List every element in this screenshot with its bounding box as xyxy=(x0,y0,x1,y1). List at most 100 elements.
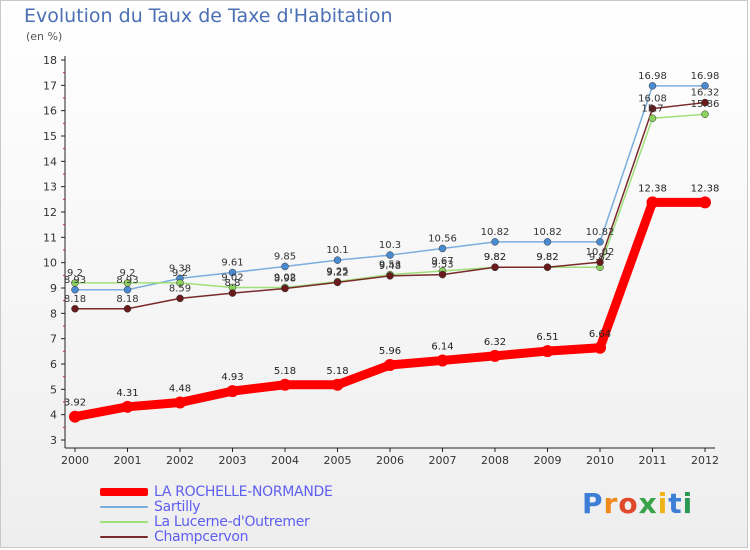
data-label: 15.7 xyxy=(641,103,663,114)
data-label: 12.38 xyxy=(638,183,667,194)
x-tick-label: 2000 xyxy=(61,454,89,467)
data-point xyxy=(279,378,291,391)
data-label: 8.93 xyxy=(116,275,138,286)
data-label: 9.48 xyxy=(379,261,401,272)
data-point xyxy=(176,279,184,287)
data-label: 10.56 xyxy=(428,233,457,244)
data-point xyxy=(701,98,709,107)
data-label: 8.8 xyxy=(225,278,241,289)
x-tick-label: 2003 xyxy=(219,454,247,467)
y-tick-label: 3 xyxy=(50,434,57,447)
legend-item: Sartilly xyxy=(100,499,333,515)
legend-label: Sartilly xyxy=(154,499,201,515)
y-tick-label: 18 xyxy=(43,54,57,67)
legend-swatch xyxy=(100,536,148,538)
data-point xyxy=(71,279,79,287)
data-point xyxy=(123,279,132,287)
chart-legend: LA ROCHELLE-NORMANDE Sartilly La Lucerne-d… xyxy=(100,484,333,545)
data-point xyxy=(176,294,184,303)
data-label: 9.61 xyxy=(221,258,243,269)
legend-swatch xyxy=(100,506,148,508)
legend-item: La Lucerne-d'Outremer xyxy=(100,514,333,530)
brand-logo: Proxiti xyxy=(582,487,693,520)
data-label: 5.96 xyxy=(379,346,401,357)
data-point xyxy=(121,400,134,413)
data-label: 16.08 xyxy=(638,94,667,105)
x-tick-label: 2008 xyxy=(481,454,509,467)
legend-label: La Lucerne-d'Outremer xyxy=(154,514,310,530)
data-point xyxy=(543,263,552,271)
chart-data-points xyxy=(69,82,711,423)
data-point xyxy=(491,238,499,246)
data-point xyxy=(438,270,447,279)
data-point xyxy=(331,378,344,391)
data-point xyxy=(69,410,81,423)
data-point xyxy=(699,196,711,209)
data-label: 16.98 xyxy=(691,71,720,82)
data-label: 9.82 xyxy=(536,252,558,263)
data-label: 4.48 xyxy=(169,384,191,395)
data-label: 8.18 xyxy=(64,294,86,305)
data-point xyxy=(174,396,186,409)
data-label: 16.98 xyxy=(638,71,667,82)
data-point xyxy=(491,263,499,271)
y-tick-label: 6 xyxy=(50,358,57,371)
chart-title: Evolution du Taux de Taxe d'Habitation xyxy=(24,5,393,27)
data-point xyxy=(648,104,657,113)
data-label: 4.31 xyxy=(116,388,138,399)
y-tick-label: 8 xyxy=(50,307,57,320)
y-tick-label: 7 xyxy=(50,333,57,346)
data-label: 8.93 xyxy=(64,275,86,286)
data-label: 8.18 xyxy=(116,294,138,305)
brand-letter: P xyxy=(582,487,604,520)
data-point xyxy=(281,262,289,271)
legend-label: Champcervon xyxy=(154,529,249,545)
data-point xyxy=(228,289,237,297)
data-label: 9.82 xyxy=(589,252,611,263)
y-tick-label: 15 xyxy=(43,130,57,143)
data-label: 6.51 xyxy=(536,332,558,343)
data-point xyxy=(436,354,449,367)
x-tick-label: 2007 xyxy=(429,454,457,467)
data-label: 10.3 xyxy=(379,240,401,251)
data-point xyxy=(384,359,396,372)
data-label: 8.98 xyxy=(274,274,296,285)
y-tick-label: 16 xyxy=(43,105,57,118)
data-label: 9.82 xyxy=(536,252,558,263)
data-point xyxy=(648,114,657,123)
y-tick-label: 4 xyxy=(50,409,57,422)
data-label: 5.18 xyxy=(326,366,348,377)
data-point xyxy=(228,268,237,277)
data-point xyxy=(543,238,552,246)
y-tick-label: 5 xyxy=(50,383,57,396)
data-label: 6.64 xyxy=(589,329,611,340)
data-point xyxy=(596,238,604,246)
data-label: 10.82 xyxy=(481,227,510,238)
data-label: 6.14 xyxy=(431,341,453,352)
y-tick-label: 17 xyxy=(43,79,57,92)
data-point xyxy=(594,341,606,354)
x-tick-label: 2009 xyxy=(534,454,562,467)
data-label: 9.53 xyxy=(431,260,453,271)
data-point xyxy=(596,258,604,266)
brand-letter: o xyxy=(618,487,639,520)
y-tick-label: 9 xyxy=(50,282,57,295)
legend-swatch xyxy=(100,488,148,496)
data-label: 10.1 xyxy=(326,245,348,256)
data-point xyxy=(646,196,659,209)
x-tick-label: 2011 xyxy=(639,454,667,467)
legend-item: LA ROCHELLE-NORMANDE xyxy=(100,484,333,500)
data-point xyxy=(71,305,79,313)
data-point xyxy=(701,82,709,90)
x-tick-label: 2002 xyxy=(166,454,194,467)
data-label: 9.02 xyxy=(274,272,296,283)
data-label: 9.2 xyxy=(120,268,136,279)
y-tick-label: 11 xyxy=(43,231,57,244)
data-point xyxy=(438,244,447,253)
data-point xyxy=(226,385,239,398)
x-tick-label: 2001 xyxy=(114,454,142,467)
data-point xyxy=(386,272,394,280)
data-point xyxy=(123,305,132,313)
data-point xyxy=(333,278,342,287)
